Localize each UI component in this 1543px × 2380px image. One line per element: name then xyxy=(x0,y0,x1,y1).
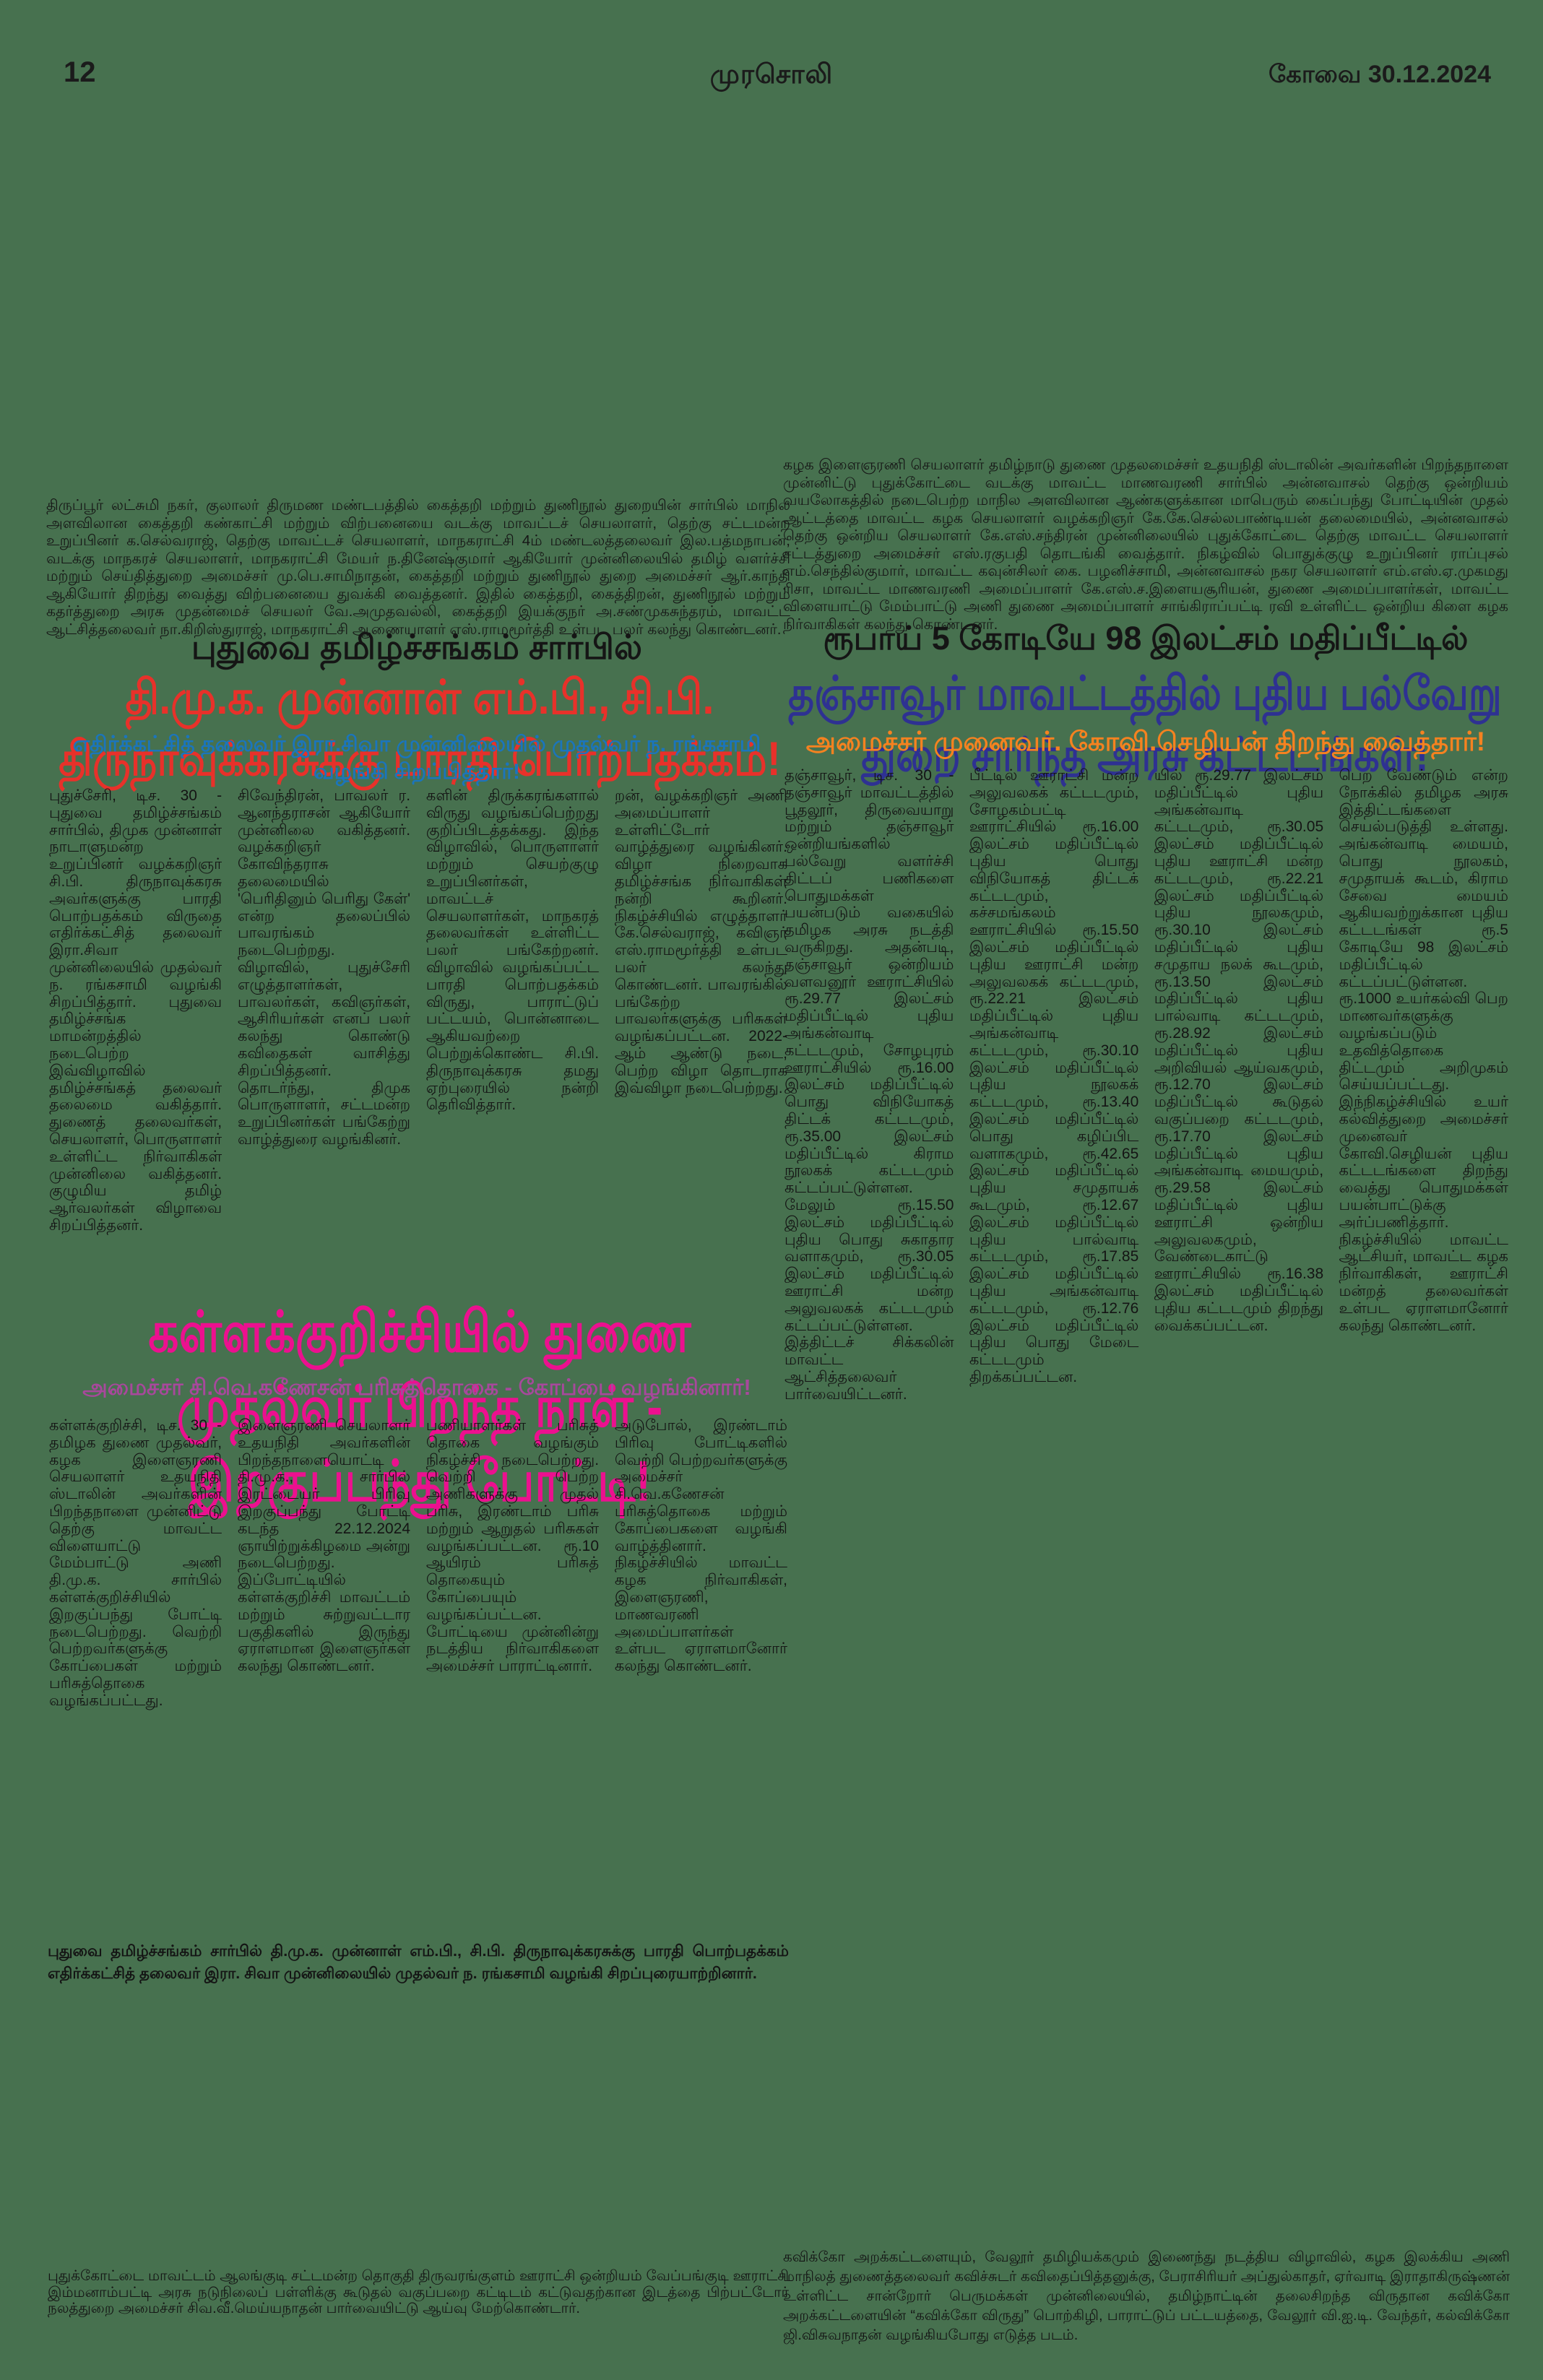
article1-headline: தி.மு.க. முன்னாள் எம்.பி., சி.பி. திருநா… xyxy=(59,671,781,786)
article1-column-4: றன், வழக்கறிஞர் அணி அமைப்பாளர் உள்ளிட்டோ… xyxy=(614,787,787,1096)
article1-photo-caption: புதுவை தமிழ்ச்சங்கம் சார்பில் தி.மு.க. ம… xyxy=(48,1942,789,1982)
article2-column-2: இளைஞரணி செயலாளர் உதயநிதி அவர்களின் பிறந்… xyxy=(237,1417,411,1675)
article3-kicker: ரூபாய் 5 கோடியே 98 இலட்சம் மதிப்பீட்டில் xyxy=(823,620,1469,657)
article2-column-4: அடுபோல், இரண்டாம் பிரிவு போட்டிகளில் வெற… xyxy=(614,1417,787,1675)
article3-subhead: அமைச்சர் முனைவர். கோவி.செழியன் திறந்து வ… xyxy=(805,727,1486,756)
article3-column-3: யில் ரூ.29.77 இலட்சம் மதிப்பீட்டில் புதி… xyxy=(1154,767,1324,1334)
article1-column-2: சிவேந்திரன், பாவலர் ர. ஆனந்தராசன் ஆகியோர… xyxy=(237,787,411,1148)
article3-column-4: பெற வேண்டும் என்ற நோக்கில் தமிழக அரசு இத… xyxy=(1339,767,1508,1334)
article1-column-1: புதுச்சேரி, டிச. 30 - புதுவை தமிழ்ச்சங்க… xyxy=(49,787,222,1234)
right-bottom-note: கவிக்கோ அறக்கட்டளையும், வேலூர் தமிழியக்க… xyxy=(783,2249,1510,2343)
article3-body: தஞ்சாவூர், டிச. 30 - தஞ்சாவூர் மாவட்டத்த… xyxy=(785,767,1508,1749)
article1-kicker: புதுவை தமிழ்ச்சங்கம் சார்பில் xyxy=(191,628,643,666)
article2-subhead: அமைச்சர் சி.வெ.கணேசன் பரிசுத்தொகை - கோப்… xyxy=(82,1375,751,1400)
article2-column-1: கள்ளக்குறிச்சி, டிச. 30 - தமிழக துணை முத… xyxy=(49,1417,222,1709)
article3-column-1: தஞ்சாவூர், டிச. 30 - தஞ்சாவூர் மாவட்டத்த… xyxy=(785,767,954,1403)
edition-date: கோவை 30.12.2024 xyxy=(1268,61,1491,88)
article2-column-3: பணியாளர்கள் பரிசுத் தொகை வழங்கும் நிகழ்ச… xyxy=(425,1417,600,1675)
article1-column-3: களின் திருக்கரங்களால் விருது வழங்கப்பெற்… xyxy=(425,787,600,1114)
article2-headline: கள்ளக்குறிச்சியில் துணை முதல்வர் பிறந்த … xyxy=(148,1299,691,1513)
article2-body: கள்ளக்குறிச்சி, டிச. 30 - தமிழக துணை முத… xyxy=(49,1417,787,1793)
article3-column-2: பீட்டில் ஊராட்சி மன்ற அலுவலகக் கட்டடமும்… xyxy=(969,767,1139,1385)
page-number: 12 xyxy=(64,56,96,88)
article1-subhead: எதிர்க்கட்சித் தலைவர் இரா.சிவா முன்னிலைய… xyxy=(72,732,761,784)
article3-headline: தஞ்சாவூர் மாவட்டத்தில் புதிய பல்வேறு துற… xyxy=(788,667,1502,782)
article1-body: புதுச்சேரி, டிச. 30 - புதுவை தமிழ்ச்சங்க… xyxy=(49,787,787,1273)
right-photo-caption: கழக இளைஞரணி செயலாளர் தமிழ்நாடு துணை முதல… xyxy=(783,456,1508,633)
masthead-title: முரசொலி xyxy=(709,59,834,89)
left-photo-caption: திருப்பூர் லட்சுமி நகர், குலாலர் திருமண … xyxy=(46,497,790,638)
left-bottom-note: புதுக்கோட்டை மாவட்டம் ஆலங்குடி சட்டமன்ற … xyxy=(48,2268,789,2316)
